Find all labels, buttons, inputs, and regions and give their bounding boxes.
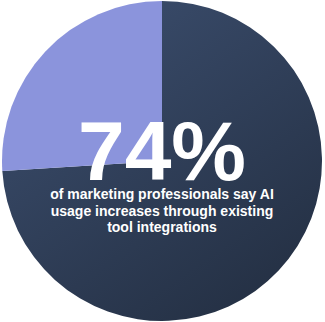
chart-container: 74%of marketing professionals say AIusag… bbox=[0, 0, 325, 322]
subtitle: of marketing professionals say AIusage i… bbox=[50, 186, 274, 235]
subtitle-line: of marketing professionals say AI bbox=[50, 186, 274, 202]
data-label: 74% bbox=[78, 104, 246, 198]
pie-group bbox=[2, 1, 322, 321]
subtitle-line: tool integrations bbox=[107, 219, 217, 235]
subtitle-line: usage increases through existing bbox=[51, 203, 274, 219]
chart-svg: 74%of marketing professionals say AIusag… bbox=[0, 0, 325, 322]
pie-slice bbox=[2, 1, 322, 321]
